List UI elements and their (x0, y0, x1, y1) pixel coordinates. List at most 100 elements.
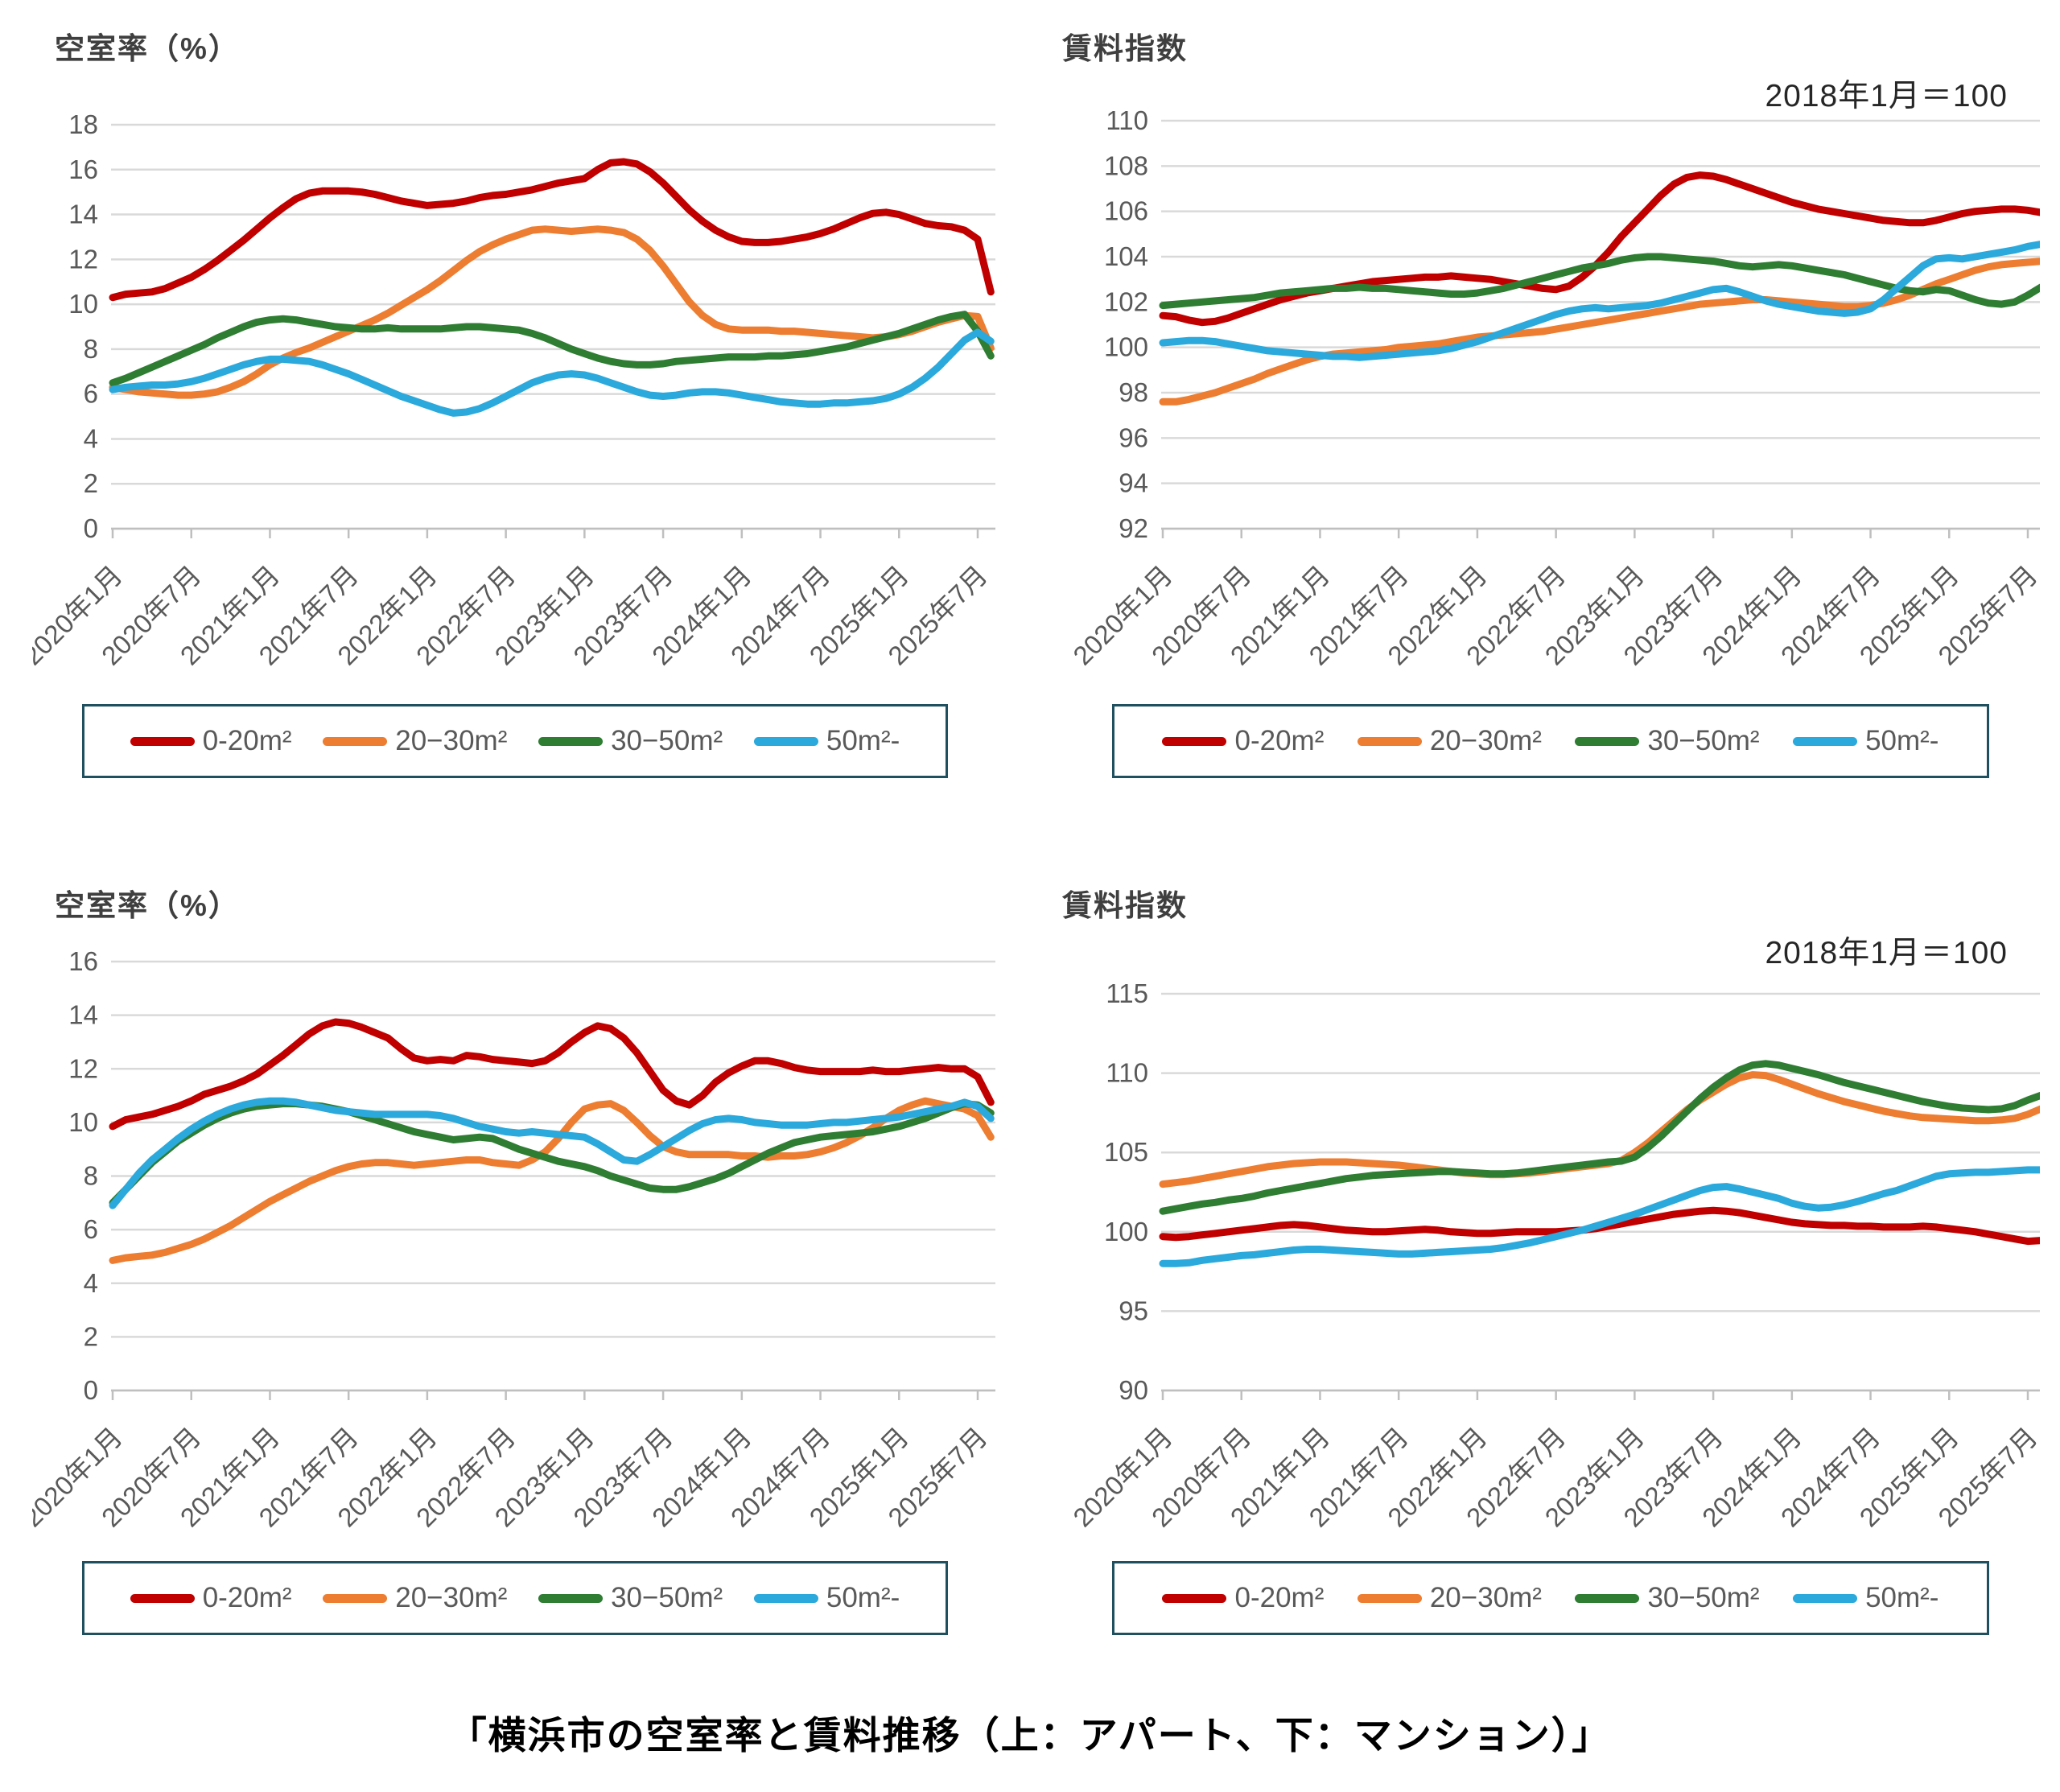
legend-item-red: 0-20m² (1162, 1582, 1324, 1614)
legend-item-green: 30−50m² (1575, 725, 1760, 757)
legend-swatch-green (1575, 736, 1640, 746)
svg-text:98: 98 (1119, 377, 1148, 407)
legend-label: 0-20m² (202, 1582, 292, 1613)
legend-label: 20−30m² (395, 725, 508, 756)
line-plot: 929496981001021041061081102020年1月2020年7月… (1067, 105, 2040, 671)
legend-label: 30−50m² (611, 1582, 723, 1613)
index-base-label: 2018年1月＝100 (1765, 79, 2008, 113)
legend-item-green: 30−50m² (538, 1582, 723, 1614)
svg-text:110: 110 (1106, 105, 1148, 135)
svg-text:104: 104 (1104, 241, 1148, 271)
legend-label: 0-20m² (1234, 725, 1325, 756)
legend-swatch-blue (1793, 1593, 1858, 1603)
legend-swatch-orange (1357, 736, 1422, 746)
legend-swatch-red (1162, 1593, 1227, 1603)
legend-label: 30−50m² (1647, 725, 1760, 756)
legend-swatch-orange (323, 736, 388, 746)
legend-item-green: 30−50m² (538, 725, 723, 757)
legend-swatch-blue (753, 736, 818, 746)
chart-legend: 0-20m² 20−30m² 30−50m² 50m²- (1112, 704, 1989, 778)
legend-swatch-orange (1357, 1593, 1422, 1603)
svg-text:115: 115 (1106, 978, 1148, 1008)
chart-title: 賃料指数 (1062, 889, 1188, 922)
svg-text:14: 14 (68, 200, 98, 229)
legend-swatch-red (1162, 736, 1227, 746)
svg-text:105: 105 (1104, 1137, 1148, 1167)
svg-text:14: 14 (68, 1000, 98, 1030)
svg-text:102: 102 (1104, 286, 1148, 316)
svg-text:8: 8 (84, 1161, 98, 1191)
svg-text:106: 106 (1104, 196, 1148, 226)
svg-text:16: 16 (68, 154, 98, 184)
series-line-blue (1159, 1166, 2040, 1267)
legend-label: 50m²- (826, 1582, 900, 1613)
svg-text:6: 6 (84, 1214, 98, 1244)
svg-text:2: 2 (84, 468, 98, 498)
svg-text:6: 6 (84, 379, 98, 409)
mansion-vacancy-chart-panel: 空室率（%） 0 2 4 6 8 10 12 14 16 2020年1月 2020年7月 2021年1… (32, 873, 998, 1714)
svg-text:12: 12 (68, 1053, 98, 1083)
svg-text:12: 12 (68, 244, 98, 274)
line-plot: 90951001051101152020年1月2020年7月2021年1月202… (1067, 978, 2040, 1533)
legend-item-blue: 50m²- (753, 1582, 900, 1614)
svg-text:95: 95 (1119, 1296, 1148, 1325)
svg-text:92: 92 (1119, 513, 1148, 543)
series-line-red (109, 1018, 995, 1131)
series-line-red (1159, 171, 2040, 327)
line-plot: 0246810121416182020年1月2020年7月2021年1月2021… (32, 109, 995, 671)
legend-item-red: 0-20m² (130, 1582, 292, 1614)
svg-text:108: 108 (1104, 150, 1148, 180)
chart-title: 賃料指数 (1062, 32, 1188, 65)
figure-caption: 「横浜市の空室率と賃料推移（上：アパート、下：マンション）」 (448, 1714, 1612, 1757)
series-line-green (1159, 1060, 2040, 1215)
legend-label: 50m²- (1865, 725, 1939, 756)
series-line-orange (109, 225, 995, 399)
legend-item-blue: 50m²- (1793, 1582, 1938, 1614)
apartment-rent-index-chart-panel: 賃料指数 2018年1月＝100 92 94 96 98 100 102 104 106 108… (1062, 16, 2040, 857)
series-line-blue (109, 1097, 995, 1209)
svg-text:4: 4 (84, 423, 98, 453)
legend-item-orange: 20−30m² (1357, 725, 1542, 757)
legend-swatch-red (130, 736, 195, 746)
legend-item-blue: 50m²- (753, 725, 900, 757)
chart-legend: 0-20m² 20−30m² 30−50m² 50m²- (1112, 1561, 1989, 1635)
legend-item-red: 0-20m² (130, 725, 292, 757)
svg-text:2: 2 (84, 1321, 98, 1351)
apartment-vacancy-chart-panel: 空室率（%） 0 2 4 6 8 10 12 14 16 18 2020年1月 2020年7月 2021… (32, 16, 998, 857)
legend-label: 20−30m² (395, 1582, 508, 1613)
series-line-orange (1159, 1071, 2040, 1188)
svg-text:90: 90 (1119, 1375, 1148, 1405)
legend-swatch-green (1575, 1593, 1640, 1603)
svg-text:100: 100 (1104, 1217, 1148, 1246)
svg-text:100: 100 (1104, 332, 1148, 362)
legend-item-orange: 20−30m² (323, 1582, 507, 1614)
legend-swatch-blue (753, 1593, 818, 1603)
svg-text:94: 94 (1119, 468, 1148, 498)
svg-text:16: 16 (68, 946, 98, 976)
svg-text:96: 96 (1119, 422, 1148, 452)
series-line-orange (109, 1097, 995, 1264)
legend-item-orange: 20−30m² (323, 725, 507, 757)
series-line-blue (1159, 241, 2040, 361)
chart-legend: 0-20m² 20−30m² 30−50m² 50m²- (82, 1561, 948, 1635)
legend-swatch-orange (323, 1593, 388, 1603)
line-plot: 02468101214162020年1月2020年7月2021年1月2021年7… (32, 946, 995, 1533)
series-line-orange (1159, 257, 2040, 406)
legend-label: 30−50m² (611, 725, 723, 756)
svg-text:10: 10 (68, 1107, 98, 1137)
legend-swatch-blue (1793, 736, 1858, 746)
index-base-label: 2018年1月＝100 (1765, 936, 2008, 970)
series-line-blue (109, 328, 995, 417)
svg-text:0: 0 (84, 1375, 98, 1405)
chart-title: 空室率（%） (55, 889, 240, 922)
legend-label: 0-20m² (202, 725, 292, 756)
legend-label: 50m²- (826, 725, 900, 756)
svg-text:110: 110 (1106, 1058, 1148, 1088)
legend-item-red: 0-20m² (1162, 725, 1324, 757)
svg-text:10: 10 (68, 289, 98, 319)
legend-label: 20−30m² (1429, 725, 1542, 756)
svg-text:18: 18 (68, 109, 98, 139)
svg-text:4: 4 (84, 1268, 98, 1298)
legend-label: 20−30m² (1429, 1582, 1542, 1613)
